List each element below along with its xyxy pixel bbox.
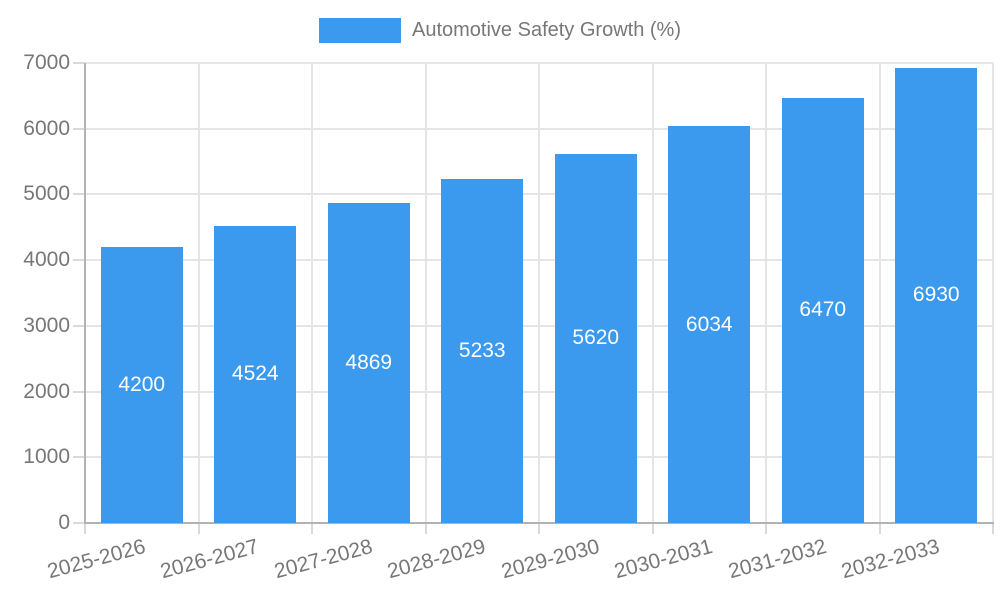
x-tick-label: 2027-2028 <box>271 535 375 584</box>
bar-2025-2026[interactable] <box>100 247 183 523</box>
bar-value-label: 6470 <box>799 298 847 322</box>
bar-2029-2030[interactable] <box>554 153 637 523</box>
bar-2028-2029[interactable] <box>441 179 524 523</box>
v-gridline <box>424 63 427 523</box>
legend-swatch <box>319 18 401 43</box>
y-tick-mark <box>73 390 85 393</box>
bar-value-label: 4524 <box>231 362 279 386</box>
x-tick-label: 2029-2030 <box>498 535 602 584</box>
x-tick-label: 2026-2027 <box>158 535 262 584</box>
chart-legend: Automotive Safety Growth (%) <box>0 18 1000 43</box>
v-gridline <box>311 63 313 523</box>
v-gridline <box>992 63 994 523</box>
bar-value-label: 5233 <box>458 339 506 363</box>
x-tick-label: 2025-2026 <box>44 535 148 584</box>
x-tick-mark <box>197 523 200 534</box>
bar-value-label: 6930 <box>912 283 960 307</box>
y-tick-mark <box>73 456 85 459</box>
v-gridline <box>878 63 881 523</box>
bar-2027-2028[interactable] <box>327 203 410 523</box>
y-tick-label: 6000 <box>23 116 70 140</box>
y-tick-label: 5000 <box>23 182 70 206</box>
bar-2031-2032[interactable] <box>781 97 864 523</box>
legend-label: Automotive Safety Growth (%) <box>412 19 681 41</box>
x-tick-mark <box>311 523 313 534</box>
y-tick-mark <box>73 127 85 130</box>
x-axis-line <box>84 522 994 524</box>
bar-value-label: 6034 <box>685 312 733 336</box>
y-tick-label: 7000 <box>23 51 70 74</box>
legend-item-automotive-safety-growth[interactable]: Automotive Safety Growth (%) <box>319 18 681 43</box>
bar-2032-2033[interactable] <box>895 67 978 523</box>
y-tick-label: 2000 <box>23 379 70 403</box>
bar-value-label: 5620 <box>572 326 620 350</box>
y-tick-mark <box>73 193 85 196</box>
y-tick-label: 1000 <box>23 445 70 469</box>
x-tick-mark <box>992 523 994 534</box>
x-tick-label: 2030-2031 <box>612 535 716 584</box>
y-tick-label: 0 <box>58 511 70 534</box>
x-tick-label: 2031-2032 <box>725 535 829 584</box>
y-tick-mark <box>73 324 85 327</box>
x-tick-label: 2032-2033 <box>839 535 943 584</box>
y-tick-label: 3000 <box>23 313 70 337</box>
x-tick-mark <box>84 523 86 534</box>
bar-2030-2031[interactable] <box>668 126 751 523</box>
x-tick-mark <box>538 523 540 534</box>
y-tick-mark <box>73 259 85 262</box>
bar-value-label: 4200 <box>118 373 166 396</box>
x-tick-mark <box>878 523 881 534</box>
x-tick-mark <box>765 523 767 534</box>
y-tick-label: 4000 <box>23 248 70 272</box>
v-gridline <box>197 63 200 523</box>
y-tick-mark <box>73 62 85 64</box>
y-tick-mark <box>73 522 85 524</box>
y-axis-line <box>84 63 86 524</box>
v-gridline <box>651 63 654 523</box>
x-tick-mark <box>651 523 654 534</box>
bar-2026-2027[interactable] <box>214 225 297 523</box>
x-tick-label: 2028-2029 <box>385 535 489 584</box>
x-tick-mark <box>424 523 427 534</box>
v-gridline <box>765 63 767 523</box>
v-gridline <box>538 63 540 523</box>
bar-value-label: 4869 <box>345 351 393 375</box>
